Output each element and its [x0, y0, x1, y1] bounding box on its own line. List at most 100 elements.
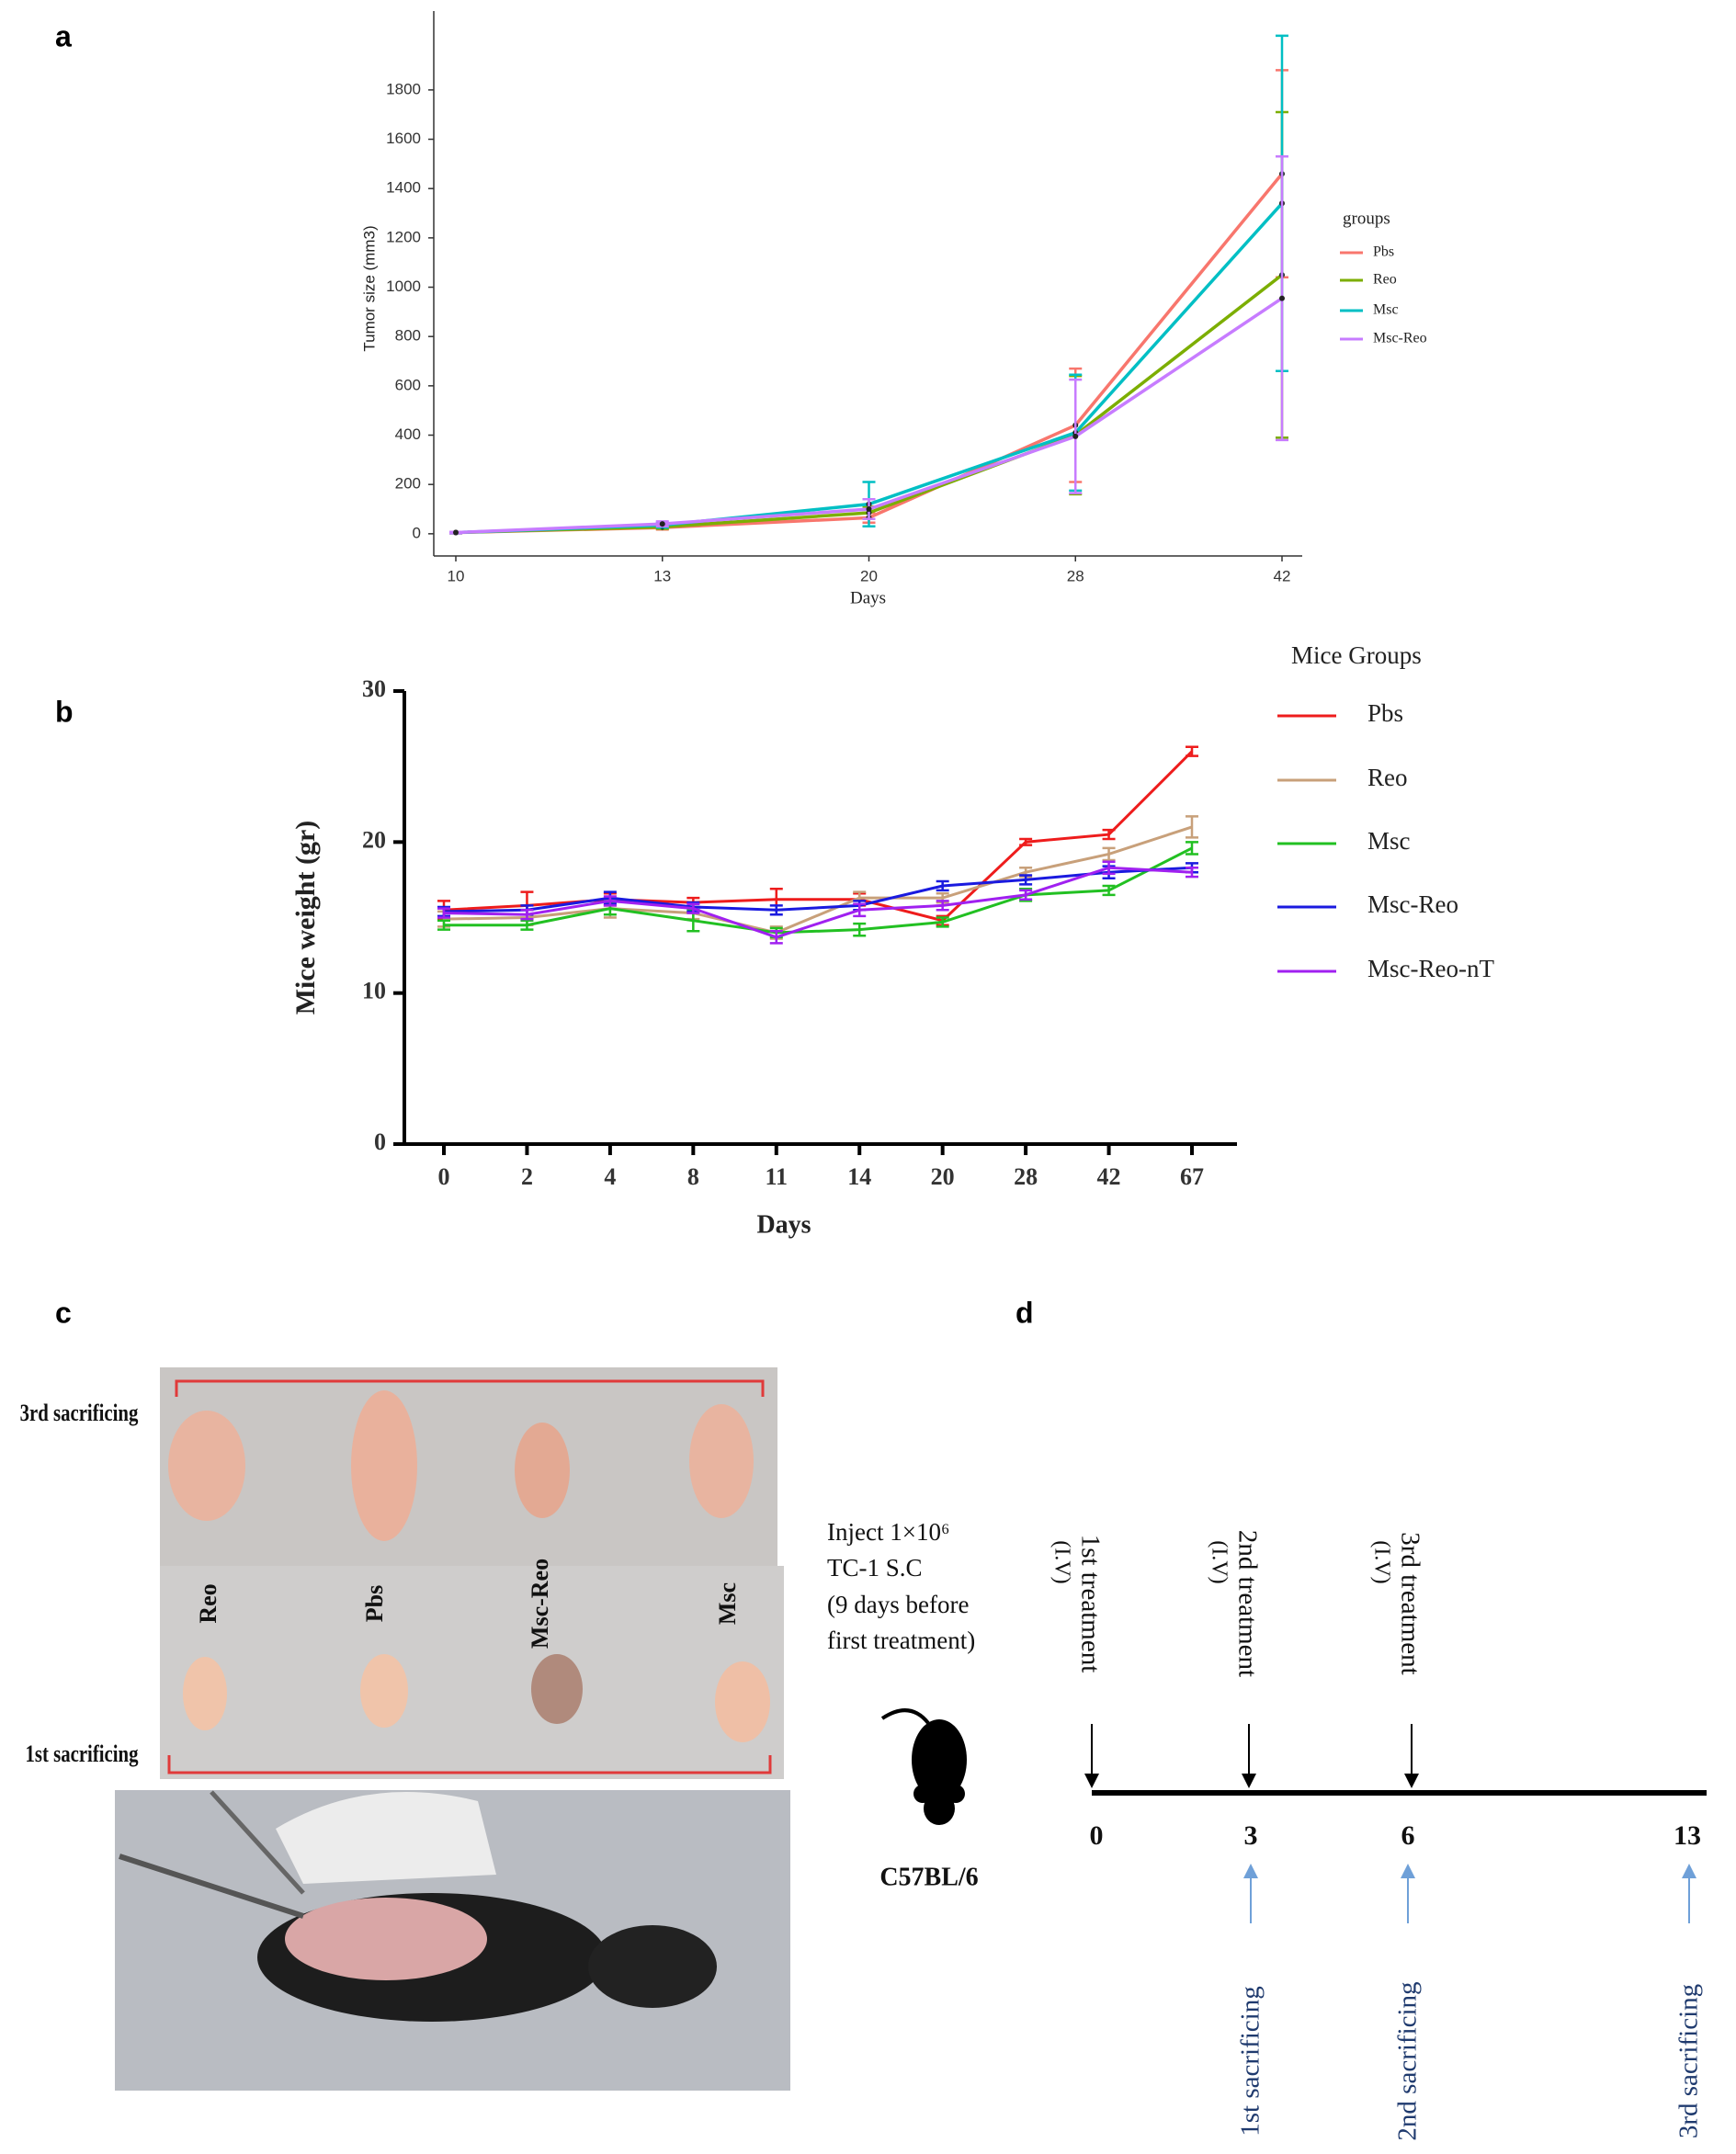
treatment-route: (I.V)	[1369, 1540, 1393, 1583]
treatment-route: (I.V)	[1050, 1540, 1073, 1583]
error-bar	[853, 922, 867, 937]
error-bar	[1102, 828, 1116, 841]
error-bar	[1019, 837, 1033, 846]
error-bar	[936, 900, 949, 912]
x-tick-label: 42	[1274, 567, 1291, 584]
injection-text: TC-1 S.C	[827, 1554, 923, 1581]
mouse-photo	[115, 1790, 790, 2091]
injection-text: (9 days before	[827, 1591, 969, 1618]
panel-label: c	[55, 1296, 72, 1329]
group-label: Pbs	[361, 1585, 388, 1622]
series-line	[443, 866, 1193, 939]
error-bar	[437, 907, 450, 919]
y-tick-label: 1400	[386, 179, 421, 197]
x-tick-label: 4	[604, 1163, 616, 1190]
mouse-icon	[880, 1708, 967, 1825]
legend-label: Reo	[1373, 272, 1397, 288]
x-tick-label: 42	[1097, 1163, 1121, 1190]
x-tick-label: 28	[1067, 567, 1084, 584]
point	[453, 529, 459, 536]
x-axis-label: Days	[756, 1210, 811, 1239]
point	[1072, 433, 1079, 439]
y-axis-label: Tumor size (mm3)	[360, 225, 378, 351]
x-axis-label: Days	[850, 588, 886, 607]
legend-label: Pbs	[1373, 244, 1394, 260]
point	[659, 521, 665, 527]
error-bar	[1102, 860, 1116, 876]
panel-label: a	[55, 19, 72, 52]
x-tick-label: 11	[765, 1163, 788, 1190]
error-bar	[936, 879, 949, 892]
panel-label: b	[55, 695, 74, 728]
x-tick-label: 14	[847, 1163, 871, 1190]
treatment-label: 2nd treatment	[1232, 1530, 1262, 1677]
legend-label: Pbs	[1367, 699, 1403, 727]
legend-label: Msc	[1367, 827, 1411, 855]
group-label: Reo	[195, 1583, 221, 1623]
row-label: 3rd sacrificing	[20, 1400, 139, 1427]
y-tick-label: 10	[362, 978, 386, 1004]
y-tick-label: 20	[362, 826, 386, 853]
error-bar	[1019, 874, 1033, 886]
group-label: Msc-Reo	[527, 1559, 553, 1649]
series-line	[443, 750, 1194, 923]
day-label: 3	[1244, 1820, 1258, 1851]
x-tick-label: 67	[1180, 1163, 1204, 1190]
y-tick-label: 1800	[386, 80, 421, 97]
y-tick-label: 200	[395, 475, 421, 493]
error-bar	[1186, 841, 1198, 856]
series-line	[444, 846, 1193, 935]
strain-label: C57BL/6	[879, 1863, 978, 1891]
x-tick-label: 20	[860, 567, 878, 584]
error-bar	[520, 909, 534, 921]
error-bar	[853, 902, 867, 918]
series-line	[443, 825, 1193, 935]
y-tick-label: 1200	[386, 228, 421, 245]
legend-label: Msc-Reo	[1373, 331, 1427, 346]
series-line	[455, 172, 1284, 535]
tumor-photo	[160, 1367, 784, 1779]
error-bar	[1186, 745, 1198, 757]
x-tick-label: 28	[1014, 1163, 1038, 1190]
error-bar	[1102, 884, 1116, 897]
day-label: 13	[1674, 1820, 1701, 1851]
x-tick-label: 20	[931, 1163, 955, 1190]
error-bar	[1019, 889, 1033, 901]
error-bar	[769, 930, 783, 945]
treatment-label: 1st treatment	[1075, 1535, 1105, 1673]
error-bar	[1102, 846, 1116, 862]
y-tick-label: 30	[362, 675, 386, 702]
x-tick-label: 10	[448, 567, 465, 584]
y-tick-label: 0	[374, 1128, 386, 1155]
x-tick-label: 0	[438, 1163, 450, 1190]
treatment-route: (I.V)	[1207, 1540, 1231, 1583]
legend-label: Msc	[1373, 302, 1399, 318]
injection-text: Inject 1×10⁶	[827, 1518, 949, 1546]
legend-label: Reo	[1367, 764, 1408, 791]
y-tick-label: 1000	[386, 278, 421, 295]
error-bar	[437, 919, 450, 931]
panel-label: d	[1016, 1296, 1034, 1329]
series-line	[443, 866, 1193, 913]
x-tick-label: 13	[653, 567, 671, 584]
legend-title: Mice Groups	[1291, 641, 1422, 669]
error-bar	[603, 895, 617, 907]
sacrifice-label: 3rd sacrificing	[1674, 1984, 1704, 2138]
y-axis-label: Mice weight (gr)	[290, 821, 321, 1015]
injection-text: first treatment)	[827, 1627, 975, 1654]
sacrifice-label: 1st sacrificing	[1236, 1986, 1265, 2136]
legend-label: Msc-Reo	[1367, 890, 1458, 918]
point	[1279, 295, 1285, 301]
treatment-label: 3rd treatment	[1395, 1532, 1424, 1674]
error-bar	[1186, 867, 1198, 879]
x-tick-label: 2	[521, 1163, 533, 1190]
y-tick-label: 0	[413, 524, 421, 541]
error-bar	[1186, 815, 1198, 839]
legend-label: Msc-Reo-nT	[1367, 955, 1494, 982]
day-label: 0	[1090, 1820, 1104, 1851]
row-label: 1st sacrificing	[26, 1741, 139, 1768]
point	[866, 506, 872, 513]
y-tick-label: 400	[395, 425, 421, 443]
x-tick-label: 8	[687, 1163, 699, 1190]
